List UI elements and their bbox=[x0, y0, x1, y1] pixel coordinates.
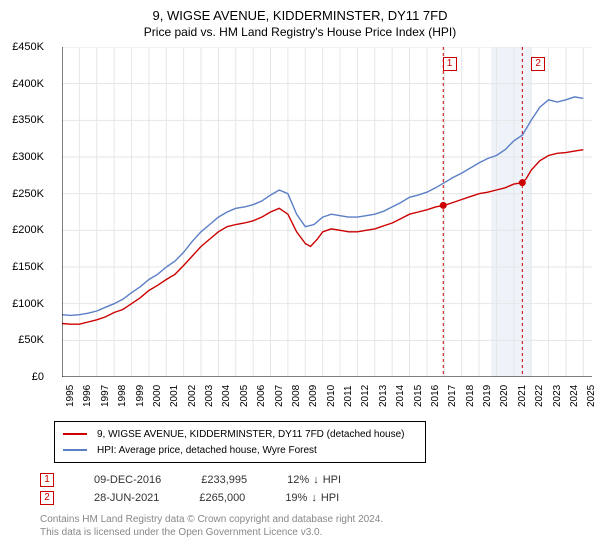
x-tick-label: 1999 bbox=[135, 385, 146, 407]
sale-record-2: 2 28-JUN-2021 £265,000 19% ↓ HPI bbox=[40, 491, 590, 505]
y-tick-label: £150K bbox=[12, 261, 44, 273]
y-tick-label: £400K bbox=[12, 78, 44, 90]
footer-line-2: This data is licensed under the Open Gov… bbox=[40, 526, 590, 539]
arrow-down-icon: ↓ bbox=[311, 492, 317, 504]
x-tick-label: 2015 bbox=[413, 385, 424, 407]
y-tick-label: £450K bbox=[12, 41, 44, 53]
x-tick-label: 2024 bbox=[569, 385, 580, 407]
sale-price-2: £265,000 bbox=[199, 492, 245, 504]
x-tick-label: 2017 bbox=[447, 385, 458, 407]
legend-label-hpi: HPI: Average price, detached house, Wyre… bbox=[97, 445, 317, 456]
y-tick-label: £300K bbox=[12, 151, 44, 163]
y-tick-label: £250K bbox=[12, 188, 44, 200]
x-tick-label: 2012 bbox=[360, 385, 371, 407]
x-tick-label: 2022 bbox=[534, 385, 545, 407]
x-tick-label: 2000 bbox=[152, 385, 163, 407]
x-tick-label: 2025 bbox=[586, 385, 597, 407]
x-tick-label: 2002 bbox=[187, 385, 198, 407]
x-tick-label: 2006 bbox=[256, 385, 267, 407]
sale-date-1: 09-DEC-2016 bbox=[94, 474, 161, 486]
footer-attribution: Contains HM Land Registry data © Crown c… bbox=[40, 513, 590, 539]
x-tick-label: 2009 bbox=[308, 385, 319, 407]
chart-container: 9, WIGSE AVENUE, KIDDERMINSTER, DY11 7FD… bbox=[0, 0, 600, 545]
sale-hpi-delta-1: 12% ↓ HPI bbox=[287, 474, 341, 486]
x-tick-label: 2016 bbox=[430, 385, 441, 407]
x-tick-label: 2013 bbox=[378, 385, 389, 407]
sale-marker-1: 1 bbox=[40, 473, 54, 487]
x-tick-label: 2019 bbox=[482, 385, 493, 407]
y-tick-label: £350K bbox=[12, 114, 44, 126]
legend-item-hpi: HPI: Average price, detached house, Wyre… bbox=[63, 442, 417, 458]
chart-marker: 2 bbox=[531, 57, 545, 71]
y-tick-label: £50K bbox=[18, 334, 44, 346]
sale-marker-2: 2 bbox=[40, 491, 54, 505]
y-tick-label: £100K bbox=[12, 298, 44, 310]
plot-svg bbox=[62, 47, 592, 377]
x-tick-label: 1995 bbox=[65, 385, 76, 407]
chart-marker: 1 bbox=[443, 57, 457, 71]
x-tick-label: 2014 bbox=[395, 385, 406, 407]
chart-area: £0 £50K £100K £150K £200K £250K £300K £350K £400… bbox=[10, 47, 592, 415]
x-tick-label: 2021 bbox=[517, 385, 528, 407]
sale-date-2: 28-JUN-2021 bbox=[94, 492, 159, 504]
x-tick-label: 2020 bbox=[499, 385, 510, 407]
x-tick-label: 2008 bbox=[291, 385, 302, 407]
chart-subtitle: Price paid vs. HM Land Registry's House … bbox=[10, 25, 590, 39]
x-tick-label: 1997 bbox=[100, 385, 111, 407]
legend-label-price-paid: 9, WIGSE AVENUE, KIDDERMINSTER, DY11 7FD… bbox=[97, 429, 405, 440]
y-tick-label: £0 bbox=[32, 371, 44, 383]
sale-record-1: 1 09-DEC-2016 £233,995 12% ↓ HPI bbox=[40, 473, 590, 487]
x-tick-label: 2005 bbox=[239, 385, 250, 407]
arrow-down-icon: ↓ bbox=[313, 474, 319, 486]
sale-price-1: £233,995 bbox=[201, 474, 247, 486]
x-tick-label: 2003 bbox=[204, 385, 215, 407]
footer-line-1: Contains HM Land Registry data © Crown c… bbox=[40, 513, 590, 526]
x-tick-label: 2018 bbox=[465, 385, 476, 407]
legend-swatch-price-paid bbox=[63, 433, 87, 435]
chart-title: 9, WIGSE AVENUE, KIDDERMINSTER, DY11 7FD bbox=[10, 8, 590, 23]
x-tick-label: 2001 bbox=[169, 385, 180, 407]
x-tick-label: 1996 bbox=[82, 385, 93, 407]
y-tick-label: £200K bbox=[12, 224, 44, 236]
legend-item-price-paid: 9, WIGSE AVENUE, KIDDERMINSTER, DY11 7FD… bbox=[63, 426, 417, 442]
x-tick-label: 1998 bbox=[117, 385, 128, 407]
x-tick-label: 2007 bbox=[274, 385, 285, 407]
sale-hpi-delta-2: 19% ↓ HPI bbox=[285, 492, 339, 504]
legend: 9, WIGSE AVENUE, KIDDERMINSTER, DY11 7FD… bbox=[54, 421, 426, 463]
x-tick-label: 2011 bbox=[343, 385, 354, 407]
x-tick-label: 2010 bbox=[326, 385, 337, 407]
x-tick-label: 2004 bbox=[221, 385, 232, 407]
legend-swatch-hpi bbox=[63, 449, 87, 451]
x-tick-label: 2023 bbox=[552, 385, 563, 407]
